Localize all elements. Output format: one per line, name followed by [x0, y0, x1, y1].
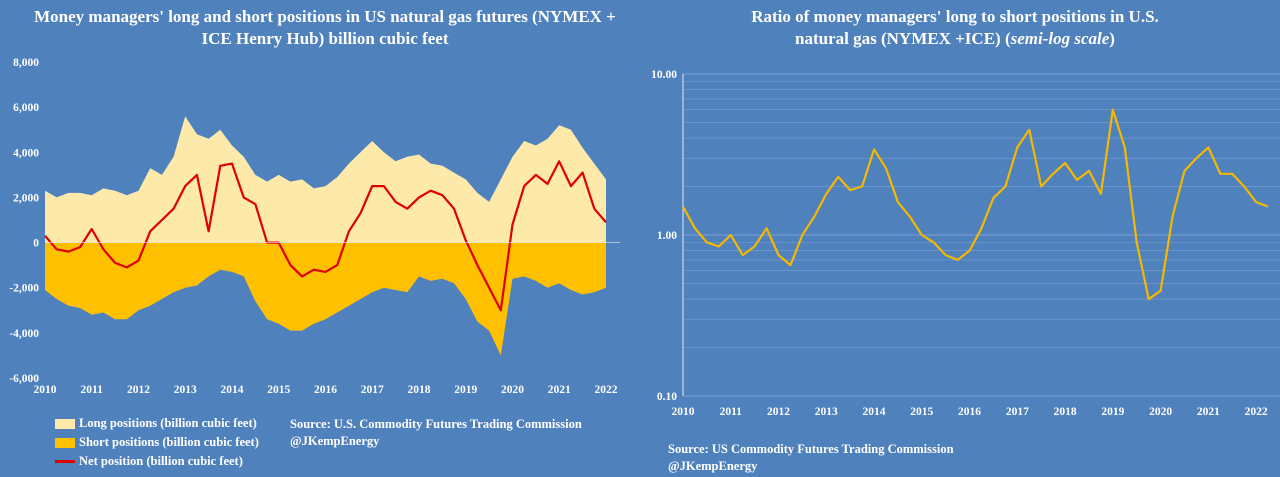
right-x-tick-label: 2012 — [767, 406, 790, 418]
left-y-tick-label: 4,000 — [13, 147, 39, 159]
right-x-tick-label: 2018 — [1054, 406, 1077, 418]
legend-item-net: Net position (billion cubic feet) — [55, 452, 259, 471]
right-x-tick-label: 2022 — [1245, 406, 1268, 418]
left-y-tick-label: 6,000 — [13, 102, 39, 114]
left-source-line1: Source: U.S. Commodity Futures Trading C… — [290, 417, 582, 431]
left-x-tick-label: 2017 — [361, 384, 384, 396]
left-legend: Long positions (billion cubic feet) Shor… — [55, 414, 259, 471]
legend-label-net: Net position (billion cubic feet) — [79, 454, 243, 468]
series-long-area — [45, 116, 606, 243]
left-chart: 8,0006,0004,0002,0000-2,000-4,000-6,0002… — [9, 57, 620, 396]
left-y-tick-label: 2,000 — [13, 192, 39, 204]
left-x-tick-label: 2021 — [548, 384, 571, 396]
right-x-tick-label: 2015 — [910, 406, 933, 418]
right-x-tick-label: 2020 — [1149, 406, 1172, 418]
left-x-tick-label: 2022 — [594, 384, 617, 396]
left-x-tick-label: 2019 — [454, 384, 477, 396]
left-x-tick-label: 2016 — [314, 384, 337, 396]
right-x-tick-label: 2021 — [1197, 406, 1220, 418]
left-x-tick-label: 2020 — [501, 384, 524, 396]
right-source: Source: US Commodity Futures Trading Com… — [668, 441, 954, 475]
right-x-tick-label: 2014 — [863, 406, 886, 418]
left-chart-title: Money managers' long and short positions… — [34, 7, 616, 48]
left-x-tick-label: 2014 — [220, 384, 243, 396]
left-x-tick-label: 2011 — [81, 384, 104, 396]
right-y-tick-label: 1.00 — [657, 230, 677, 242]
legend-swatch-long — [55, 418, 75, 429]
left-y-tick-label: 8,000 — [13, 57, 39, 69]
left-source-line2: @JKempEnergy — [290, 434, 380, 448]
legend-swatch-net — [55, 460, 75, 463]
left-y-tick-label: -2,000 — [9, 283, 39, 295]
legend-item-long: Long positions (billion cubic feet) — [55, 414, 259, 433]
legend-swatch-short — [55, 437, 75, 448]
right-chart: 10.00 1.00 0.10 2010 2011 2012 2013 2014 2015 201… — [651, 69, 1280, 418]
left-x-tick-label: 2013 — [174, 384, 197, 396]
legend-label-long: Long positions (billion cubic feet) — [79, 416, 257, 430]
right-x-tick-label: 2016 — [958, 406, 981, 418]
left-y-tick-label: 0 — [33, 238, 39, 250]
legend-label-short: Short positions (billion cubic feet) — [79, 435, 259, 449]
right-x-tick-label: 2011 — [720, 406, 743, 418]
right-y-tick-label: 0.10 — [657, 391, 677, 403]
right-x-tick-label: 2017 — [1006, 406, 1029, 418]
series-ratio-line — [682, 108, 1269, 301]
series-net-line — [44, 160, 607, 312]
right-source-line1: Source: US Commodity Futures Trading Com… — [668, 442, 954, 456]
right-source-line2: @JKempEnergy — [668, 459, 758, 473]
series-short-area — [45, 242, 606, 356]
legend-item-short: Short positions (billion cubic feet) — [55, 433, 259, 452]
right-title-line2a: natural gas (NYMEX +ICE) ( — [795, 29, 1011, 48]
left-y-tick-label: -6,000 — [9, 373, 39, 385]
right-y-tick-label: 10.00 — [651, 69, 677, 81]
right-x-tick-label: 2010 — [672, 406, 695, 418]
right-x-tick-label: 2013 — [815, 406, 838, 418]
left-x-tick-label: 2010 — [34, 384, 57, 396]
left-x-tick-label: 2012 — [127, 384, 150, 396]
right-chart-title: Ratio of money managers' long to short p… — [650, 6, 1260, 50]
right-title-line2c: ) — [1109, 29, 1115, 48]
right-title-scale-note: semi-log scale — [1010, 29, 1110, 48]
right-x-tick-label: 2019 — [1101, 406, 1124, 418]
right-title-line1: Ratio of money managers' long to short p… — [751, 7, 1159, 26]
left-x-tick-label: 2018 — [407, 384, 430, 396]
left-source: Source: U.S. Commodity Futures Trading C… — [290, 416, 582, 450]
left-x-tick-label: 2015 — [267, 384, 290, 396]
left-y-tick-label: -4,000 — [9, 328, 39, 340]
